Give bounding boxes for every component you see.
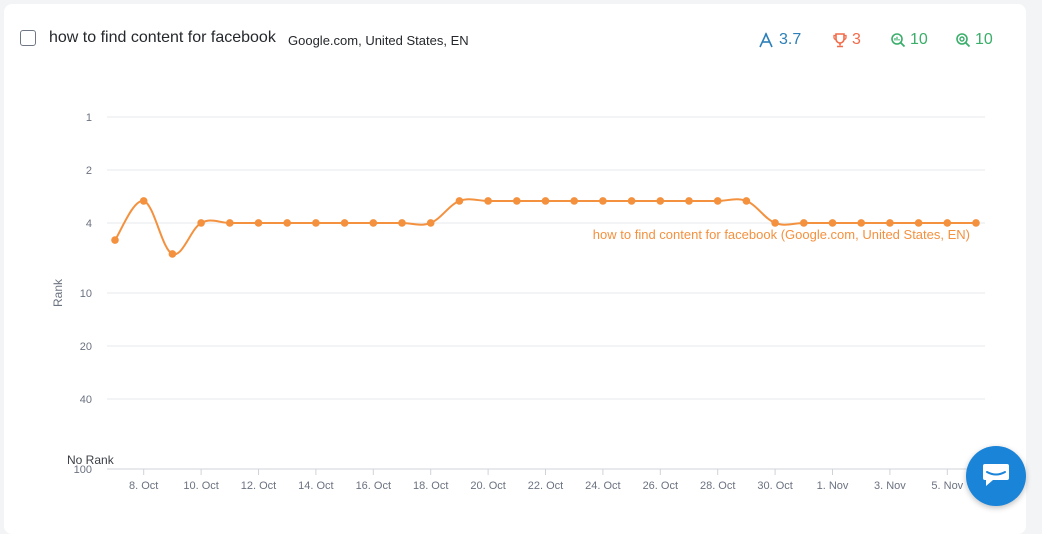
rank-data-point (541, 197, 550, 205)
best-position-value: 3 (852, 31, 861, 48)
rank-data-point (168, 250, 177, 258)
rank-data-point (914, 219, 923, 227)
rank-data-point (426, 219, 435, 227)
x-tick-label: 22. Oct (528, 480, 563, 492)
search-target-metric[interactable]: 10 (955, 31, 993, 49)
x-tick-label: 26. Oct (643, 480, 678, 492)
rank-data-point (283, 219, 292, 227)
rank-data-point (254, 219, 263, 227)
y-tick-label: 40 (80, 394, 92, 406)
rank-data-point (656, 197, 665, 205)
rank-data-point (599, 197, 607, 205)
average-position-metric[interactable]: 3.7 (757, 31, 801, 49)
y-axis-title: Rank (51, 278, 65, 307)
y-tick-label: 2 (86, 165, 92, 177)
x-tick-label: 3. Nov (874, 480, 906, 492)
rank-data-point (455, 197, 464, 205)
rank-data-point (398, 219, 406, 227)
search-target-icon (955, 32, 971, 48)
rank-data-point (972, 219, 980, 227)
search-volume-icon (890, 32, 906, 48)
rank-data-point (111, 236, 119, 244)
search-volume-value: 10 (910, 31, 928, 48)
x-tick-label: 24. Oct (585, 480, 620, 492)
average-position-value: 3.7 (779, 31, 802, 48)
y-tick-label: 1 (86, 112, 92, 124)
rank-data-point (742, 197, 751, 205)
select-keyword-checkbox[interactable] (20, 30, 36, 46)
series-label: how to find content for facebook (Google… (593, 227, 970, 242)
rank-data-point (369, 219, 378, 227)
x-tick-label: 12. Oct (241, 480, 276, 492)
rank-data-point (570, 197, 578, 205)
rank-data-point (828, 219, 837, 227)
rank-data-point (312, 219, 320, 227)
x-tick-label: 14. Oct (298, 480, 333, 492)
x-tick-label: 5. Nov (931, 480, 963, 492)
rank-data-point (800, 219, 808, 227)
rank-data-point (713, 197, 722, 205)
trophy-icon (832, 32, 848, 48)
x-tick-label: 28. Oct (700, 480, 735, 492)
x-tick-label: 30. Oct (757, 480, 792, 492)
no-rank-label: No Rank (67, 453, 115, 467)
x-tick-label: 20. Oct (470, 480, 505, 492)
rank-data-point (340, 219, 349, 227)
rank-data-point (771, 219, 779, 227)
rank-data-point (886, 219, 894, 227)
keyword-header: how to find content for facebook Google.… (4, 4, 1026, 76)
x-tick-label: 8. Oct (129, 480, 158, 492)
rank-data-point (197, 219, 205, 227)
rank-data-point (484, 197, 492, 205)
y-tick-label: 100 (74, 464, 92, 476)
rank-data-point (513, 197, 521, 205)
search-volume-metric[interactable]: 10 (890, 31, 928, 49)
y-tick-label: 10 (80, 288, 92, 300)
keyword-engine-location: Google.com, United States, EN (288, 33, 469, 48)
rank-data-point (139, 197, 148, 205)
average-position-icon (757, 32, 775, 48)
live-chat-button[interactable] (966, 446, 1026, 506)
x-tick-label: 18. Oct (413, 480, 448, 492)
rank-data-point (226, 219, 234, 227)
x-tick-label: 16. Oct (356, 480, 391, 492)
keyword-title: how to find content for facebook (49, 29, 276, 46)
rank-data-point (857, 219, 865, 227)
keyword-card: how to find content for facebook Google.… (4, 4, 1026, 534)
x-tick-label: 1. Nov (817, 480, 849, 492)
rank-data-point (627, 197, 636, 205)
best-position-metric[interactable]: 3 (832, 31, 861, 49)
rank-data-point (685, 197, 693, 205)
y-tick-label: 4 (86, 218, 92, 230)
search-target-value: 10 (975, 31, 993, 48)
rank-data-point (943, 219, 952, 227)
x-tick-label: 10. Oct (183, 480, 218, 492)
chat-bubble-icon (983, 464, 1009, 486)
y-tick-label: 20 (80, 341, 92, 353)
